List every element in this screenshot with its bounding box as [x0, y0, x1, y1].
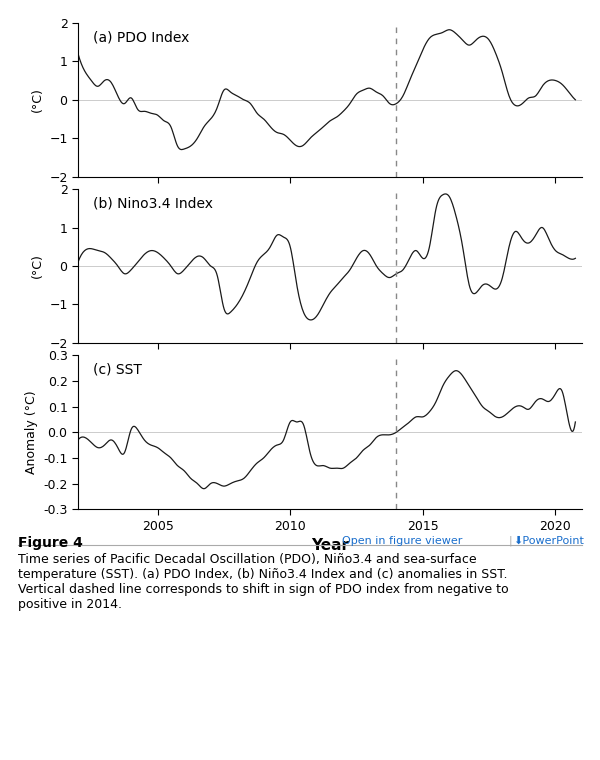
Y-axis label: (°C): (°C)	[31, 87, 44, 112]
Text: ⬇PowerPoint: ⬇PowerPoint	[513, 536, 584, 546]
Text: (a) PDO Index: (a) PDO Index	[93, 30, 190, 45]
Text: (c) SST: (c) SST	[93, 363, 142, 377]
Text: |: |	[509, 536, 512, 546]
Text: Figure 4: Figure 4	[18, 536, 83, 549]
Y-axis label: Anomaly (°C): Anomaly (°C)	[25, 391, 38, 474]
Text: (b) Nino3.4 Index: (b) Nino3.4 Index	[93, 197, 213, 211]
Text: Time series of Pacific Decadal Oscillation (PDO), Niño3.4 and sea-surface
temper: Time series of Pacific Decadal Oscillati…	[18, 553, 509, 611]
Text: Open in figure viewer: Open in figure viewer	[342, 536, 463, 546]
Y-axis label: (°C): (°C)	[31, 254, 44, 278]
X-axis label: Year: Year	[311, 538, 349, 553]
